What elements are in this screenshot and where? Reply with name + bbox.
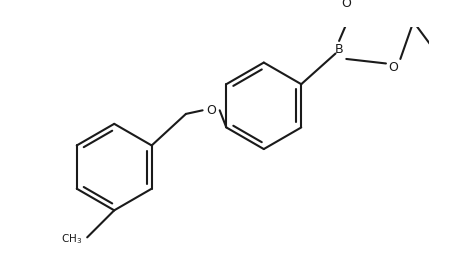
Text: O: O [206,104,216,117]
Text: CH$_3$: CH$_3$ [60,232,82,246]
Text: B: B [335,43,343,57]
Text: O: O [388,61,398,75]
Text: O: O [341,0,351,10]
